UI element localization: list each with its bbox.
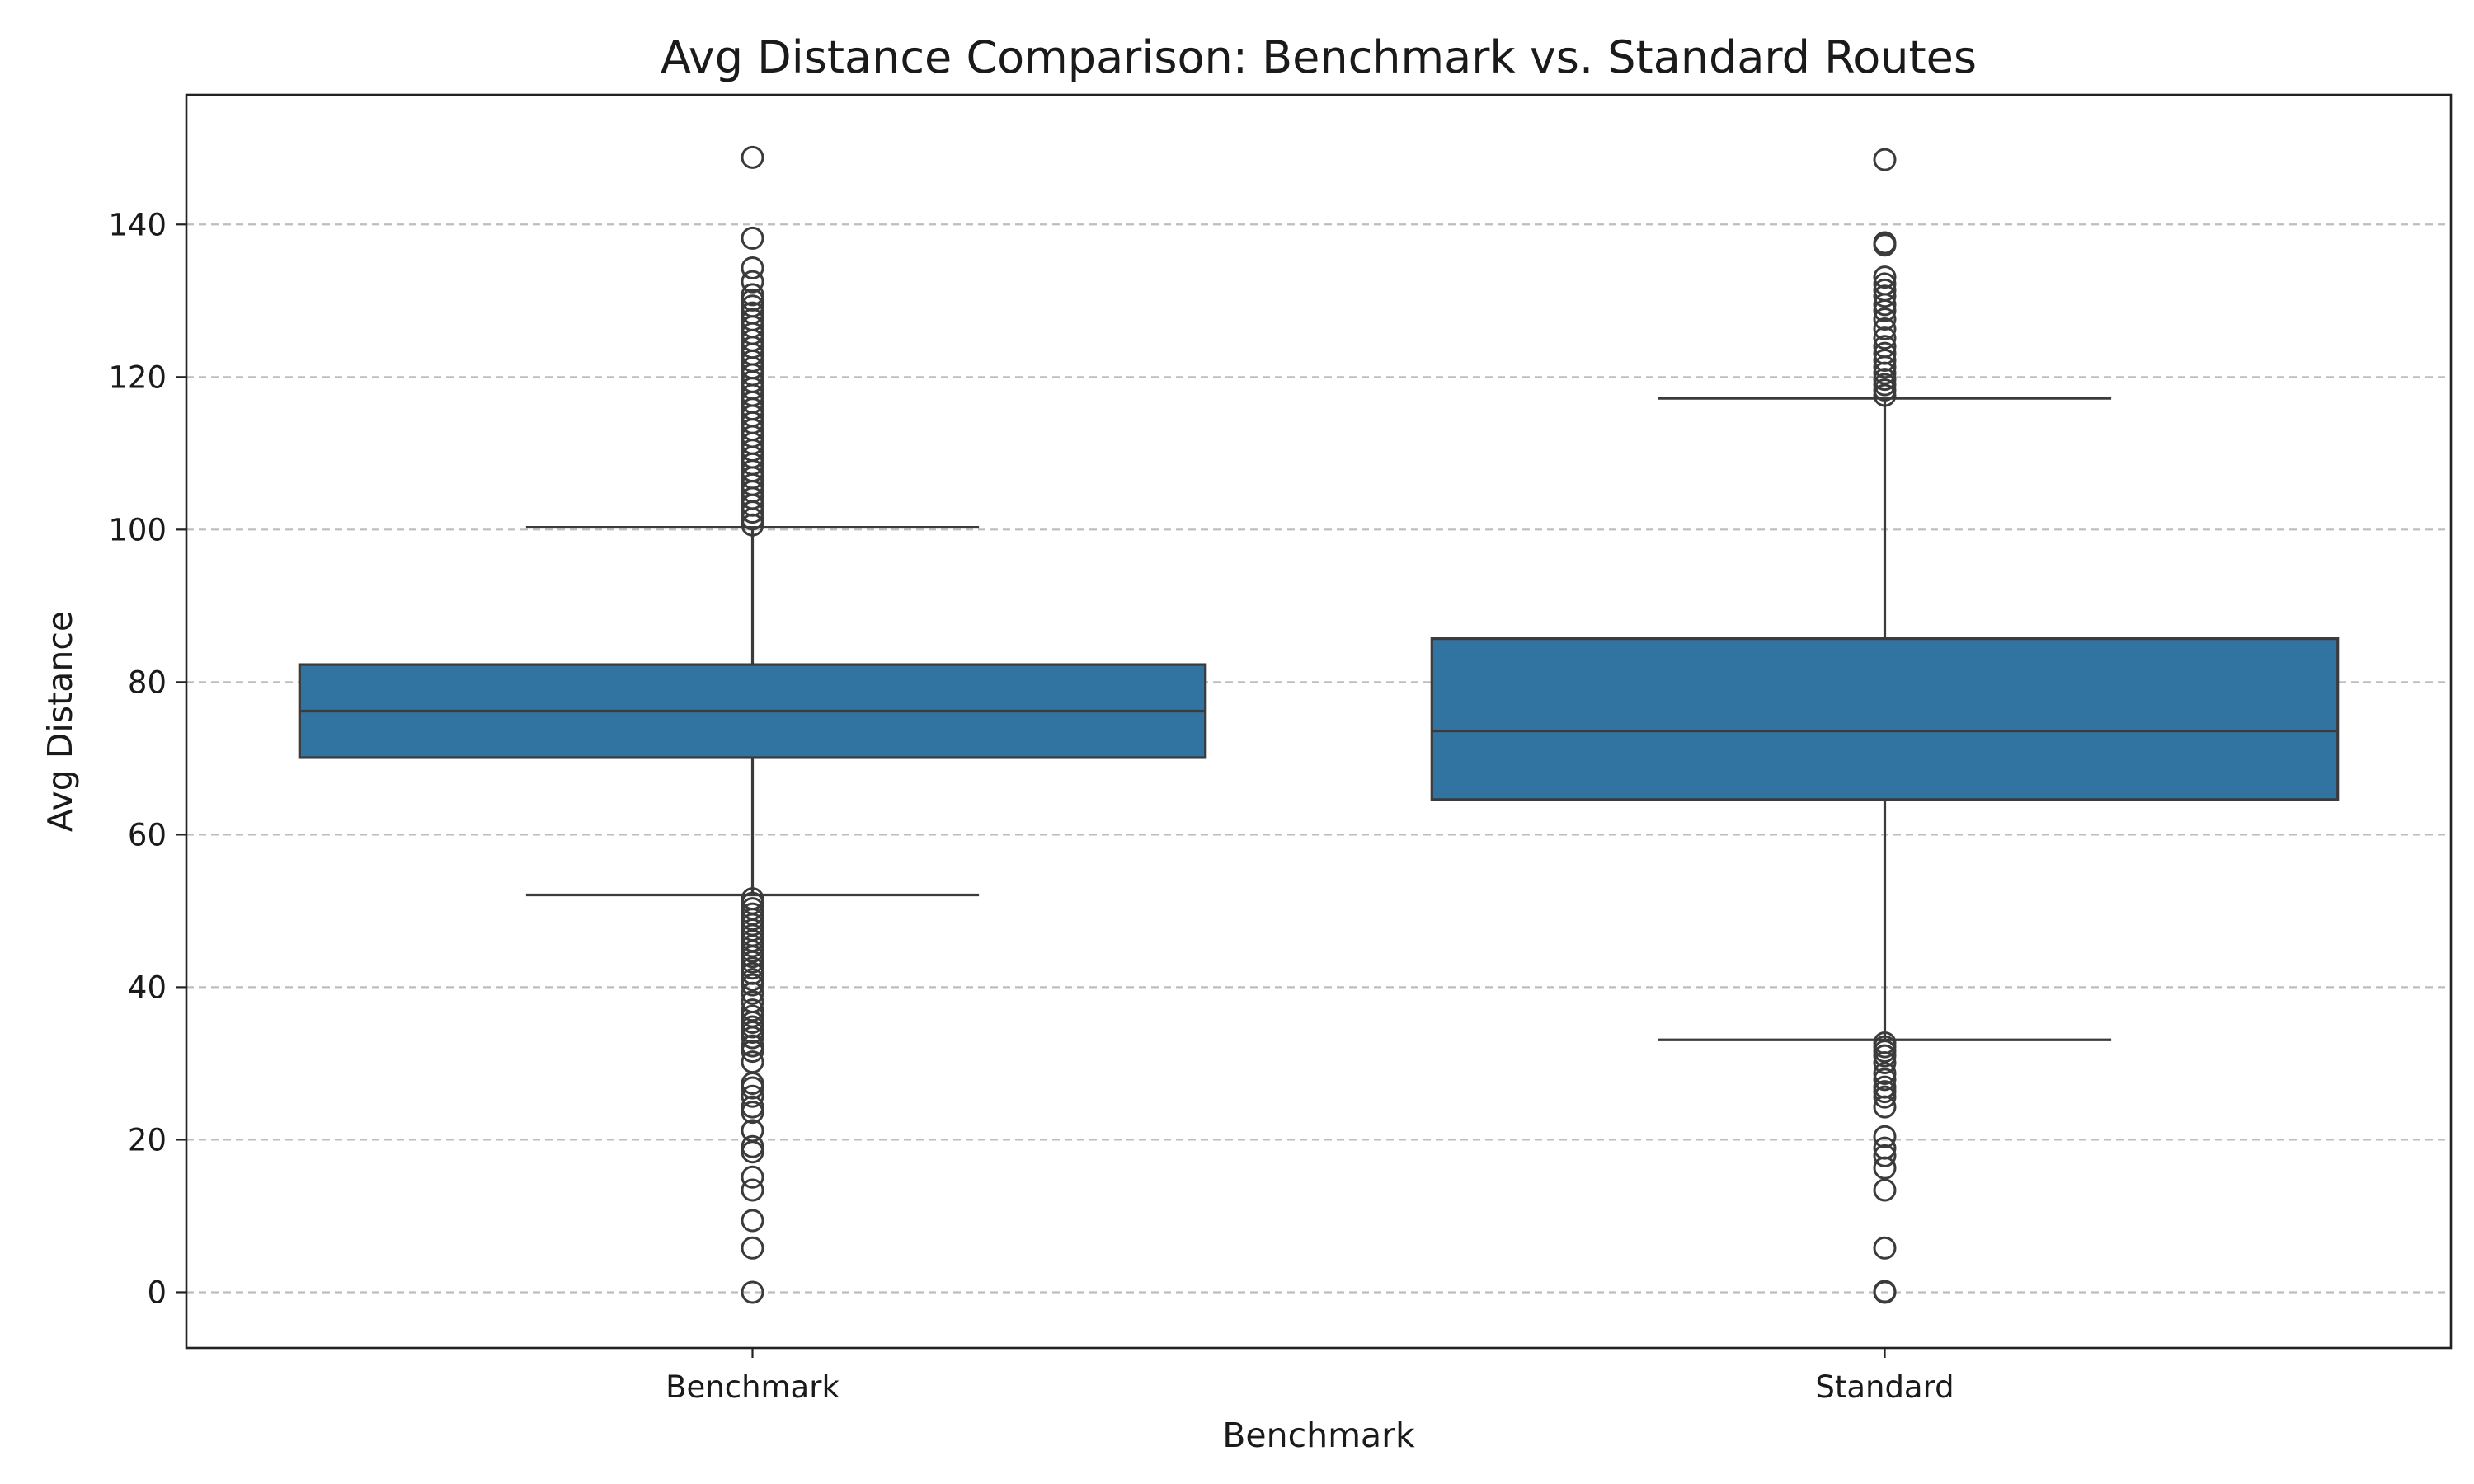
benchmark-outlier-1	[741, 1236, 764, 1260]
standard-outlier-18	[1873, 1031, 1897, 1054]
standard-outlier-4	[1873, 1156, 1897, 1180]
standard-outlier-36	[1873, 265, 1897, 289]
y-tick-label-40: 40	[128, 970, 167, 1005]
benchmark-outlier-7	[741, 1119, 764, 1143]
standard-box	[1430, 637, 2340, 801]
standard-outlier-12	[1873, 1068, 1897, 1092]
standard-outlier-7	[1873, 1125, 1897, 1148]
chart-title: Avg Distance Comparison: Benchmark vs. S…	[661, 31, 1977, 83]
benchmark-outlier-37	[741, 902, 764, 926]
benchmark-outlier-73	[741, 294, 764, 318]
benchmark-outlier-76	[741, 270, 764, 294]
benchmark-outlier-78	[741, 226, 764, 250]
benchmark-outlier-13	[741, 1050, 764, 1074]
benchmark-outlier-17	[741, 1020, 764, 1044]
standard-outlier-29	[1873, 317, 1897, 341]
benchmark-outlier-27	[741, 956, 764, 980]
benchmark-outlier-2	[741, 1209, 764, 1233]
standard-outlier-6	[1873, 1136, 1897, 1160]
standard-outlier-28	[1873, 326, 1897, 350]
benchmark-outlier-9	[741, 1095, 764, 1119]
benchmark-outlier-24	[741, 973, 764, 997]
benchmark-outlier-20	[741, 1004, 764, 1028]
outlier-points	[741, 145, 1897, 1304]
benchmark-outlier-6	[741, 1134, 764, 1158]
y-tick-label-60: 60	[128, 817, 167, 852]
benchmark-outlier-77	[741, 256, 764, 280]
standard-outlier-27	[1873, 335, 1897, 359]
standard-outlier-21	[1873, 373, 1897, 397]
benchmark-outlier-21	[741, 998, 764, 1022]
benchmark-outlier-22	[741, 989, 764, 1013]
benchmark-outlier-74	[741, 288, 764, 312]
y-tick-label-20: 20	[128, 1122, 167, 1158]
benchmark-outlier-0	[741, 1280, 764, 1304]
x-tick-label-benchmark: Benchmark	[666, 1369, 840, 1405]
standard-outlier-19	[1873, 383, 1897, 407]
standard-outlier-22	[1873, 368, 1897, 392]
standard-outlier-26	[1873, 341, 1897, 365]
box-plots	[298, 397, 2340, 1041]
benchmark-outlier-72	[741, 301, 764, 325]
plot-frame	[185, 93, 2453, 1350]
standard-outlier-13	[1873, 1061, 1897, 1085]
standard-outlier-11	[1873, 1075, 1897, 1099]
benchmark-outlier-8	[741, 1101, 764, 1125]
benchmark-outlier-4	[741, 1165, 764, 1189]
benchmark-outlier-25	[741, 968, 764, 992]
standard-outlier-20	[1873, 378, 1897, 402]
benchmark-outlier-75	[741, 283, 764, 307]
benchmark-outlier-26	[741, 961, 764, 985]
x-axis-label: Benchmark	[1222, 1416, 1415, 1455]
benchmark-outlier-10	[741, 1084, 764, 1108]
benchmark-outlier-3	[741, 1178, 764, 1202]
y-tick-label-120: 120	[108, 359, 167, 395]
standard-outlier-38	[1873, 231, 1897, 255]
benchmark-outlier-14	[741, 1040, 764, 1064]
y-axis-label: Avg Distance	[40, 611, 80, 832]
benchmark-outlier-15	[741, 1034, 764, 1058]
standard-outlier-2	[1873, 1236, 1897, 1260]
x-ticks: Benchmark Standard	[666, 1348, 1954, 1405]
y-tick-label-100: 100	[108, 512, 167, 547]
benchmark-outlier-12	[741, 1071, 764, 1095]
y-ticks: 0 20 40 60 80 100 120 140	[108, 207, 186, 1310]
benchmark-outlier-40	[741, 887, 764, 911]
standard-outlier-30	[1873, 307, 1897, 331]
standard-outlier-3	[1873, 1178, 1897, 1202]
standard-outlier-34	[1873, 278, 1897, 302]
standard-outlier-33	[1873, 284, 1897, 308]
standard-outlier-9	[1873, 1085, 1897, 1109]
benchmark-outlier-38	[741, 897, 764, 921]
standard-outlier-5	[1873, 1144, 1897, 1167]
y-tick-label-140: 140	[108, 207, 167, 242]
benchmark-outlier-5	[741, 1140, 764, 1164]
x-tick-label-standard: Standard	[1815, 1369, 1954, 1405]
standard-outlier-35	[1873, 272, 1897, 296]
standard-outlier-25	[1873, 348, 1897, 372]
benchmark-outlier-79	[741, 145, 764, 169]
y-tick-label-80: 80	[128, 665, 167, 700]
y-tick-label-0: 0	[147, 1275, 167, 1310]
standard-outlier-39	[1873, 148, 1897, 171]
standard-outlier-1	[1873, 1280, 1897, 1303]
